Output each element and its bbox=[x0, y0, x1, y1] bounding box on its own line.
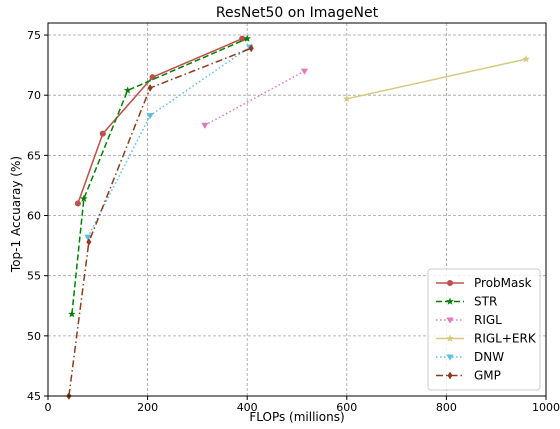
series-line bbox=[346, 58, 527, 100]
legend-marker bbox=[446, 334, 454, 342]
x-tick-label: 400 bbox=[237, 401, 258, 414]
series-str bbox=[67, 34, 252, 318]
legend-marker bbox=[447, 371, 453, 380]
data-point bbox=[243, 34, 252, 42]
y-tick-label: 60 bbox=[27, 210, 41, 223]
y-axis-title: Top-1 Accuaray (%) bbox=[9, 156, 23, 273]
y-tick-label: 50 bbox=[27, 330, 41, 343]
x-tick-label: 200 bbox=[137, 401, 158, 414]
x-tick-label: 0 bbox=[45, 401, 52, 414]
series-line bbox=[68, 47, 252, 397]
data-point bbox=[522, 54, 530, 63]
legend-box bbox=[427, 268, 541, 391]
x-axis-title: FLOPs (millions) bbox=[249, 410, 344, 424]
data-point bbox=[74, 200, 81, 207]
legend-item: DNW bbox=[436, 350, 504, 364]
data-point bbox=[300, 68, 309, 75]
data-point bbox=[79, 194, 88, 202]
data-point bbox=[99, 130, 106, 137]
data-point bbox=[147, 83, 153, 92]
legend-marker bbox=[446, 279, 454, 287]
x-tick-label: 1000 bbox=[532, 401, 560, 414]
series-dnw bbox=[84, 44, 254, 241]
data-point bbox=[67, 310, 76, 318]
legend-marker bbox=[446, 297, 454, 305]
legend-label: DNW bbox=[474, 350, 504, 364]
series-line bbox=[87, 46, 251, 238]
data-point bbox=[123, 86, 132, 94]
series-line bbox=[204, 70, 305, 126]
y-tick-label: 65 bbox=[27, 149, 41, 162]
legend-label: ProbMask bbox=[474, 276, 532, 290]
data-point bbox=[201, 122, 209, 129]
legend-label: GMP bbox=[474, 369, 501, 383]
series-rigl bbox=[201, 68, 309, 129]
series-gmp bbox=[66, 44, 254, 400]
legend-marker bbox=[446, 354, 454, 361]
legend-marker bbox=[446, 317, 454, 324]
legend-label: RIGL bbox=[474, 313, 502, 327]
legend-item: STR bbox=[436, 295, 497, 309]
y-tick-label: 45 bbox=[27, 390, 41, 403]
series-group bbox=[66, 34, 530, 400]
series-line bbox=[71, 37, 248, 315]
data-point bbox=[342, 94, 351, 103]
series-line bbox=[77, 37, 243, 204]
plot-frame bbox=[47, 22, 547, 397]
axis-ticks: 0 200 400 600 800 1000 45 50 55 60 65 70 75 bbox=[27, 29, 560, 414]
data-point bbox=[86, 238, 92, 246]
x-tick-label: 600 bbox=[336, 401, 357, 414]
legend-item: RIGL bbox=[436, 313, 502, 327]
data-point bbox=[84, 234, 92, 241]
data-point bbox=[146, 113, 154, 120]
legend: ProbMask STR RIGL RIGL+ERK DNW GMP bbox=[427, 268, 541, 391]
data-point bbox=[248, 44, 254, 53]
legend-item: ProbMask bbox=[436, 276, 532, 290]
legend-item: GMP bbox=[436, 369, 501, 383]
legend-item: RIGL+ERK bbox=[436, 332, 537, 346]
legend-label: RIGL+ERK bbox=[474, 332, 537, 346]
y-tick-label: 55 bbox=[27, 270, 41, 283]
legend-label: STR bbox=[474, 295, 497, 309]
data-point bbox=[239, 35, 246, 42]
x-tick-label: 800 bbox=[436, 401, 457, 414]
series-rigl-erk bbox=[342, 54, 530, 103]
series-probmask bbox=[74, 35, 246, 207]
y-tick-label: 75 bbox=[27, 29, 41, 42]
chart-title: ResNet50 on ImageNet bbox=[216, 5, 379, 21]
y-tick-label: 70 bbox=[27, 89, 41, 102]
